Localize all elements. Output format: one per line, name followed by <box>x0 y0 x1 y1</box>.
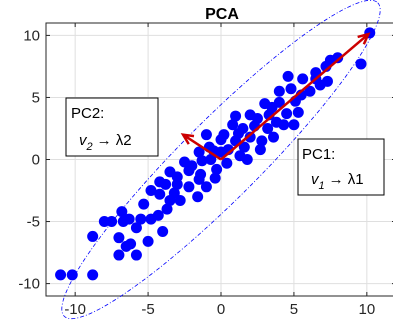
data-point <box>113 249 125 261</box>
data-point <box>281 108 293 120</box>
x-tick-label: 0 <box>217 301 225 318</box>
data-point <box>200 129 212 141</box>
data-point <box>142 235 154 247</box>
pc1-arrow-head <box>357 32 371 45</box>
data-point <box>168 187 180 199</box>
data-point <box>304 85 316 97</box>
data-point <box>209 172 221 184</box>
pc2-annotation-box <box>65 97 159 157</box>
chart-title: PCA <box>205 6 239 23</box>
data-point <box>161 203 173 215</box>
pc1-var: v <box>311 171 320 188</box>
data-point <box>125 238 137 250</box>
data-point <box>113 232 125 244</box>
y-tick-label: -10 <box>18 276 40 293</box>
data-point <box>227 119 239 131</box>
data-point <box>254 144 266 156</box>
data-point <box>268 131 279 143</box>
data-point <box>244 131 256 143</box>
axis-ticks: -10 -5 0 5 10 -10 -5 0 5 10 <box>18 23 393 318</box>
pc1-annotation: PC1: v1 → λ1 <box>297 138 385 196</box>
data-point <box>218 129 230 141</box>
data-point <box>244 109 256 121</box>
data-point <box>66 269 78 281</box>
data-point <box>262 122 274 134</box>
pc2-annotation-formula: v2 → λ2 <box>79 132 132 153</box>
data-point <box>238 141 250 153</box>
data-point <box>98 216 110 228</box>
data-point <box>152 209 164 221</box>
data-point <box>221 157 233 169</box>
data-point <box>205 154 217 165</box>
data-point <box>292 106 304 118</box>
data-point <box>123 213 135 225</box>
pc2-annotation: PC2: v2 → λ2 <box>65 97 159 157</box>
data-point <box>87 269 99 281</box>
y-tick-label: -5 <box>27 214 40 231</box>
x-tick-label: -5 <box>141 301 154 318</box>
pc2-sub: 2 <box>86 141 93 153</box>
data-point <box>282 70 294 82</box>
y-tick-label: 10 <box>23 27 40 44</box>
data-point <box>256 135 268 147</box>
data-point <box>130 222 142 234</box>
data-point <box>183 181 195 193</box>
pc1-annotation-heading: PC1: <box>302 146 335 163</box>
data-point <box>145 185 157 197</box>
y-tick-label: 5 <box>32 89 40 106</box>
data-point <box>193 146 205 158</box>
x-tick-label: -10 <box>64 301 86 318</box>
data-point <box>138 198 150 210</box>
data-point <box>195 168 207 180</box>
data-point <box>174 194 186 206</box>
y-tick-label: 0 <box>32 152 40 169</box>
data-point <box>234 150 246 162</box>
data-point <box>285 83 297 95</box>
pc1-arrow-shaft <box>220 33 370 161</box>
x-tick-label: 5 <box>290 301 298 318</box>
pc1-annotation-box <box>297 138 385 196</box>
data-point <box>273 85 285 97</box>
data-point <box>273 96 285 108</box>
data-point <box>196 155 208 167</box>
x-tick-label: 10 <box>358 301 375 318</box>
pc1-rel: → λ1 <box>329 171 364 188</box>
confidence-ellipse <box>61 0 381 320</box>
pc2-rel: → λ2 <box>97 132 132 149</box>
data-point <box>116 206 128 218</box>
pc2-var: v <box>79 132 88 149</box>
data-point <box>200 181 212 193</box>
data-point <box>55 269 67 281</box>
data-point <box>237 122 249 134</box>
data-point <box>278 119 290 131</box>
data-point <box>192 191 204 203</box>
data-point <box>259 98 271 110</box>
data-point <box>130 249 142 261</box>
data-point <box>355 58 367 70</box>
data-point <box>211 163 223 175</box>
data-point <box>230 110 242 122</box>
data-point <box>321 75 333 87</box>
data-point <box>154 188 166 200</box>
ellipse-outline <box>61 0 381 320</box>
pc2-annotation-heading: PC2: <box>71 105 104 122</box>
pc2-arrow-head <box>180 133 195 145</box>
data-point <box>297 73 309 85</box>
data-point <box>164 166 176 178</box>
pc1-annotation-formula: v1 → λ1 <box>311 171 364 192</box>
data-point <box>135 213 147 225</box>
pc1-sub: 1 <box>319 180 325 192</box>
data-point <box>288 119 300 131</box>
data-point <box>160 178 172 190</box>
data-point <box>332 52 344 64</box>
principal-axes <box>180 32 371 161</box>
data-point <box>157 225 169 237</box>
pc2-arrow-shaft <box>182 133 222 161</box>
data-point <box>186 160 198 172</box>
data-point <box>87 230 99 242</box>
